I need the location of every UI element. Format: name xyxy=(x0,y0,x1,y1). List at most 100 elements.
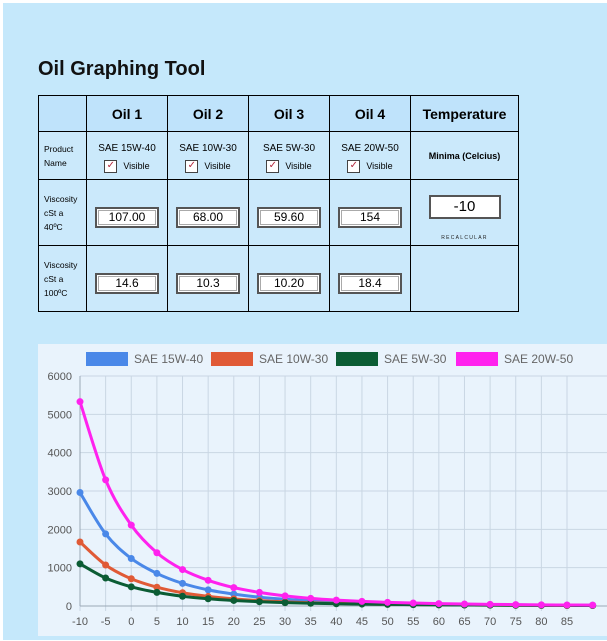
x-tick-label: 65 xyxy=(458,616,470,628)
viscosity-chart: 0 1000 2000 3000 4000 5000 6000 -10 -5 0 5 10 15 20 25… xyxy=(48,352,607,628)
checkbox-1[interactable]: ✓ xyxy=(104,159,118,173)
data-point-4 xyxy=(204,576,212,584)
header-oil-4: Oil 4 xyxy=(329,95,411,132)
visc100-input-2[interactable]: 10.3 xyxy=(176,273,240,294)
visible-toggle-3[interactable]: ✓ Visible xyxy=(266,159,312,173)
visible-toggle-2[interactable]: ✓ Visible xyxy=(185,159,231,173)
visible-toggle-4[interactable]: ✓ Visible xyxy=(347,159,393,173)
x-tick-label: 45 xyxy=(356,616,368,628)
y-tick-label: 3000 xyxy=(48,486,72,498)
header-oil-2: Oil 2 xyxy=(167,95,249,132)
data-point-1 xyxy=(153,569,161,577)
data-point-4 xyxy=(153,549,161,557)
visc40-cell-4: 154 xyxy=(329,179,411,246)
visible-toggle-1[interactable]: ✓ Visible xyxy=(104,159,150,173)
visc40-cell-3: 59.60 xyxy=(248,179,330,246)
product-cell-2: SAE 10W-30 ✓ Visible xyxy=(167,131,249,180)
temperature-cell: -10 RECALCULAR xyxy=(410,179,519,246)
y-tick-label: 1000 xyxy=(48,563,72,575)
visc40-cell-2: 68.00 xyxy=(167,179,249,246)
x-tick-label: -10 xyxy=(72,616,88,628)
data-point-1 xyxy=(127,554,135,562)
data-point-4 xyxy=(589,601,597,609)
checkbox-2[interactable]: ✓ xyxy=(185,159,199,173)
x-tick-label: 80 xyxy=(535,616,547,628)
visc40-input-4[interactable]: 154 xyxy=(338,207,402,228)
legend-swatch-4 xyxy=(456,352,498,366)
x-tick-label: 30 xyxy=(279,616,291,628)
data-point-2 xyxy=(76,538,84,546)
visc100-row: Viscosity cSt a 100ºC 14.6 10.3 10.20 18… xyxy=(38,245,519,312)
data-point-4 xyxy=(230,584,238,592)
x-tick-label: 70 xyxy=(484,616,496,628)
x-tick-label: 40 xyxy=(330,616,342,628)
data-point-2 xyxy=(102,561,110,569)
visc100-cell-2: 10.3 xyxy=(167,245,249,312)
data-point-3 xyxy=(76,560,84,568)
data-point-4 xyxy=(255,588,263,596)
data-point-4 xyxy=(307,594,315,602)
header-oil-1: Oil 1 xyxy=(86,95,168,132)
x-tick-label: 25 xyxy=(253,616,265,628)
product-name-label: Product Name xyxy=(38,131,87,180)
visc100-cell-4: 18.4 xyxy=(329,245,411,312)
data-point-4 xyxy=(332,596,340,604)
legend-label-1: SAE 15W-40 xyxy=(134,352,203,366)
data-point-3 xyxy=(127,583,135,591)
x-tick-label: 20 xyxy=(228,616,240,628)
data-point-2 xyxy=(127,575,135,583)
data-point-4 xyxy=(127,521,135,529)
app-panel: Oil Graphing Tool Oil 1 Oil 2 Oil 3 Oil … xyxy=(3,3,607,640)
page-title: Oil Graphing Tool xyxy=(38,58,206,80)
data-point-3 xyxy=(179,592,187,600)
y-tick-label: 2000 xyxy=(48,524,72,536)
data-point-1 xyxy=(102,530,110,538)
product-name-2: SAE 10W-30 xyxy=(179,142,237,154)
data-point-3 xyxy=(281,599,289,607)
visc40-label: Viscosity cSt a 40ºC xyxy=(38,179,87,246)
data-point-4 xyxy=(358,597,366,605)
x-tick-label: 10 xyxy=(176,616,188,628)
data-point-4 xyxy=(384,598,392,606)
data-point-4 xyxy=(435,600,443,608)
product-name-1: SAE 15W-40 xyxy=(98,142,156,154)
legend-swatch-1 xyxy=(86,352,128,366)
data-point-4 xyxy=(460,600,468,608)
product-row: Product Name SAE 15W-40 ✓ Visible SAE 10W… xyxy=(38,131,519,180)
data-point-1 xyxy=(76,489,84,497)
visc40-cell-1: 107.00 xyxy=(86,179,168,246)
product-cell-4: SAE 20W-50 ✓ Visible xyxy=(329,131,411,180)
data-point-2 xyxy=(153,583,161,591)
x-tick-label: 5 xyxy=(154,616,160,628)
x-tick-label: 50 xyxy=(381,616,393,628)
visc40-row: Viscosity cSt a 40ºC 107.00 68.00 59.60 … xyxy=(38,179,519,246)
checkbox-4[interactable]: ✓ xyxy=(347,159,361,173)
visc40-input-3[interactable]: 59.60 xyxy=(257,207,321,228)
data-point-4 xyxy=(512,601,520,609)
data-point-1 xyxy=(179,579,187,587)
temperature-minima-label: Minima (Celcius) xyxy=(410,131,519,180)
visc100-input-3[interactable]: 10.20 xyxy=(257,273,321,294)
checkbox-3[interactable]: ✓ xyxy=(266,159,280,173)
data-point-4 xyxy=(563,601,571,609)
data-point-4 xyxy=(281,592,289,600)
oil-table: Oil 1 Oil 2 Oil 3 Oil 4 Temperature Prod… xyxy=(38,95,519,312)
y-tick-label: 0 xyxy=(66,601,72,613)
y-tick-label: 4000 xyxy=(48,448,72,460)
data-point-4 xyxy=(537,601,545,609)
visc100-cell-3: 10.20 xyxy=(248,245,330,312)
data-point-3 xyxy=(230,596,238,604)
legend-swatch-2 xyxy=(211,352,253,366)
temperature-input[interactable]: -10 xyxy=(428,194,501,219)
visc40-input-2[interactable]: 68.00 xyxy=(176,207,240,228)
visc100-input-1[interactable]: 14.6 xyxy=(95,273,159,294)
visc40-input-1[interactable]: 107.00 xyxy=(95,207,159,228)
corner-cell xyxy=(38,95,87,132)
visc100-input-4[interactable]: 18.4 xyxy=(338,273,402,294)
data-point-4 xyxy=(76,398,84,406)
visc100-cell-1: 14.6 xyxy=(86,245,168,312)
header-oil-3: Oil 3 xyxy=(248,95,330,132)
legend-swatch-3 xyxy=(336,352,378,366)
recalculate-button[interactable]: RECALCULAR xyxy=(441,234,488,241)
data-point-4 xyxy=(102,476,110,484)
